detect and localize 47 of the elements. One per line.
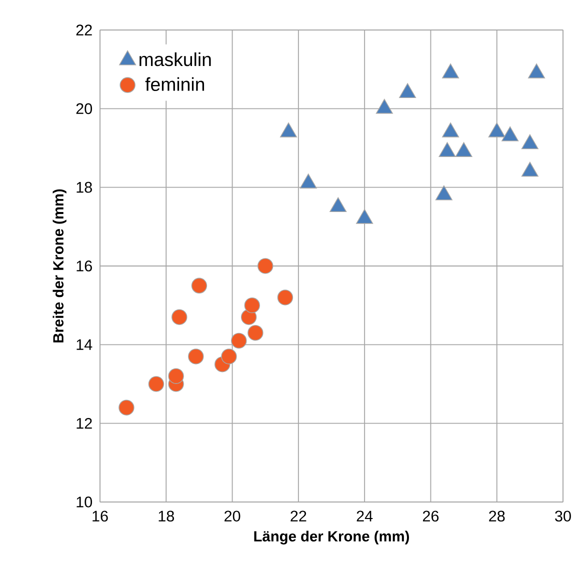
x-tick-label: 20 xyxy=(224,510,240,522)
y-tick-label: 10 xyxy=(76,496,92,508)
x-tick-label: 22 xyxy=(290,510,306,522)
point xyxy=(148,376,164,392)
x-tick-label: 28 xyxy=(489,510,505,522)
point xyxy=(191,278,208,294)
point xyxy=(376,98,393,114)
point xyxy=(330,197,347,212)
point xyxy=(244,297,260,314)
point xyxy=(438,142,456,157)
point xyxy=(521,162,538,177)
point xyxy=(455,142,472,157)
point xyxy=(442,64,460,78)
point xyxy=(528,64,546,78)
y-tick-label: 18 xyxy=(76,182,92,193)
legend-label: feminin xyxy=(145,77,204,91)
point xyxy=(168,368,184,384)
x-tick-label: 18 xyxy=(158,510,174,522)
point xyxy=(502,126,519,142)
point xyxy=(172,309,188,325)
y-tick-label: 14 xyxy=(76,339,92,350)
y-axis-title: Breite der Krone (mm) xyxy=(52,189,66,342)
point xyxy=(221,348,237,364)
point xyxy=(300,174,317,188)
x-axis-title: Länge der Krone (mm) xyxy=(254,530,409,544)
x-tick-label: 16 xyxy=(92,510,108,522)
point xyxy=(356,209,374,224)
y-tick-label: 20 xyxy=(76,103,92,114)
point xyxy=(118,400,134,416)
legend-label: maskulin xyxy=(140,52,211,66)
point xyxy=(442,122,460,138)
y-tick-label: 12 xyxy=(76,418,92,429)
x-tick-label: 26 xyxy=(422,510,439,522)
point xyxy=(277,290,294,306)
y-tick-label: 16 xyxy=(76,260,92,272)
point xyxy=(248,324,264,341)
point xyxy=(399,83,416,98)
y-tick-label: 22 xyxy=(76,24,92,36)
point xyxy=(231,332,247,349)
point xyxy=(257,258,274,274)
point xyxy=(435,185,452,200)
point xyxy=(188,348,204,364)
point xyxy=(280,122,297,138)
point xyxy=(488,122,506,138)
point xyxy=(521,134,538,150)
x-tick-label: 30 xyxy=(555,510,571,522)
x-tick-label: 24 xyxy=(356,510,373,522)
